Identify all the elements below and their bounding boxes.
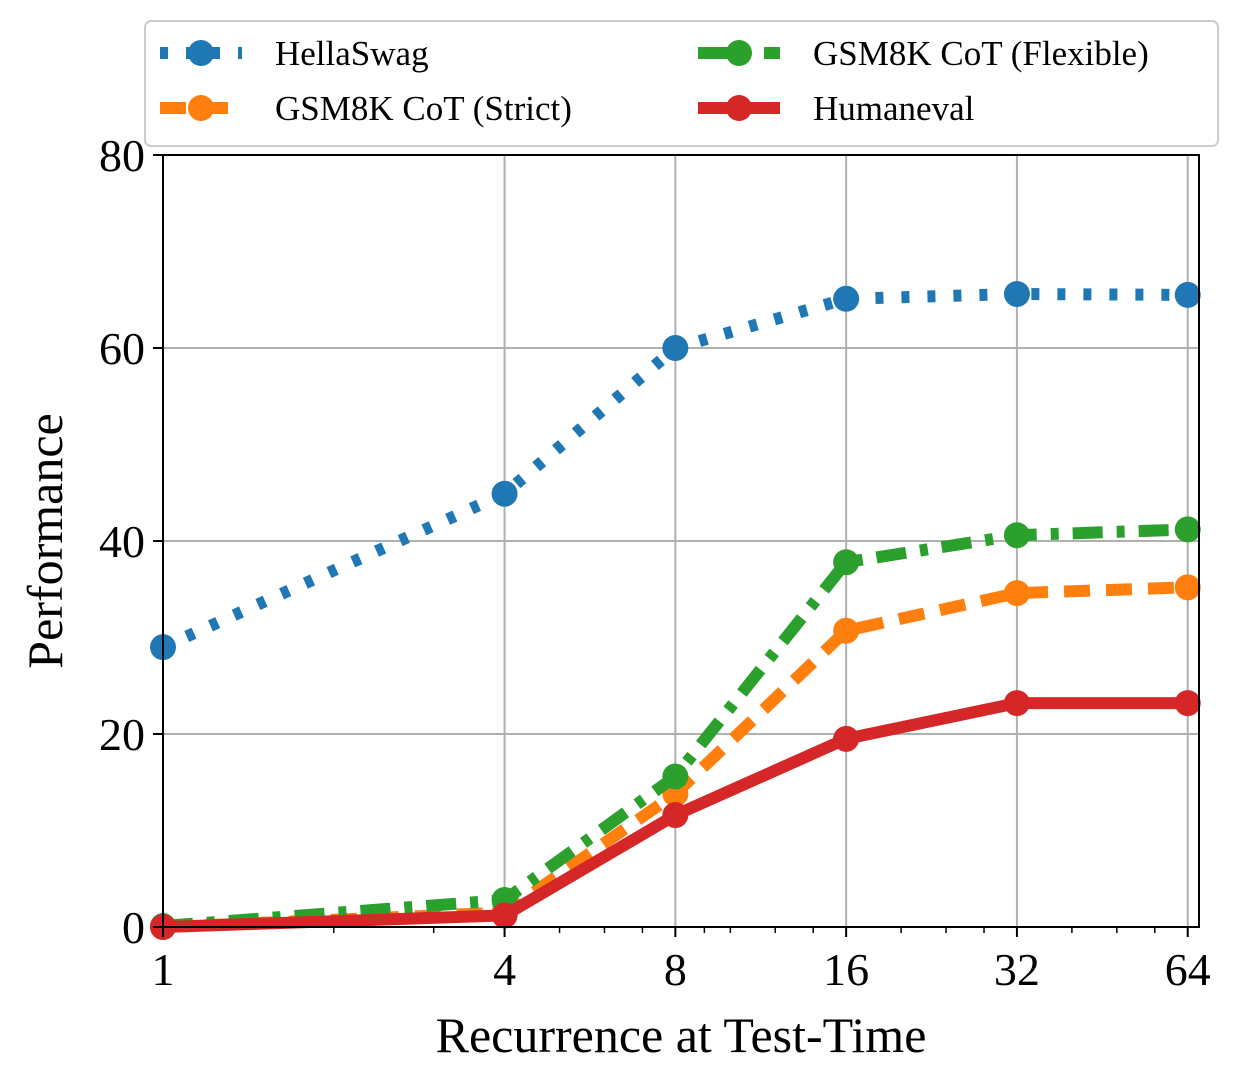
x-axis-label: Recurrence at Test-Time xyxy=(436,1007,927,1063)
data-point xyxy=(662,802,689,829)
x-tick-label: 4 xyxy=(493,944,516,995)
series-hellaswag xyxy=(150,280,1201,661)
legend-label: GSM8K CoT (Strict) xyxy=(275,89,572,128)
data-point xyxy=(1174,574,1201,601)
legend-swatch-marker xyxy=(188,40,214,66)
legend: HellaSwag GSM8K CoT (Flexible) GSM8K CoT (… xyxy=(144,20,1219,147)
data-point xyxy=(833,725,860,752)
data-point xyxy=(833,549,860,576)
y-tick-label: 80 xyxy=(99,130,145,181)
data-point xyxy=(1003,522,1030,549)
data-point xyxy=(1174,516,1201,543)
y-tick-label: 0 xyxy=(122,902,145,953)
series-line xyxy=(162,523,1188,933)
legend-label: Humaneval xyxy=(813,89,975,128)
x-tick-label: 32 xyxy=(994,944,1040,995)
series-layer xyxy=(150,280,1201,940)
data-point xyxy=(491,480,518,507)
data-point xyxy=(491,902,518,929)
x-tick-label: 16 xyxy=(823,944,869,995)
legend-label: HellaSwag xyxy=(275,34,429,73)
legend-swatch-marker xyxy=(188,95,214,121)
data-point xyxy=(1003,690,1030,717)
y-axis-label: Performance xyxy=(17,413,73,668)
data-point xyxy=(1003,580,1030,607)
legend-swatch-marker xyxy=(726,40,752,66)
series-line xyxy=(162,697,1188,933)
legend-item: Humaneval xyxy=(698,89,975,128)
data-point xyxy=(662,335,689,361)
legend-item: GSM8K CoT (Strict) xyxy=(160,89,572,128)
data-point xyxy=(833,285,860,312)
x-tick-label: 1 xyxy=(152,944,175,995)
ticks: 1 4 8 16 32 64 0 20 40 60 80 xyxy=(99,130,1211,995)
data-point xyxy=(1003,280,1030,307)
series-line xyxy=(160,287,1188,653)
y-tick-label: 60 xyxy=(99,323,145,374)
x-tick-label: 64 xyxy=(1165,944,1211,995)
legend-swatch-marker xyxy=(726,95,752,121)
legend-box xyxy=(144,20,1219,147)
legend-item: HellaSwag xyxy=(160,34,429,73)
y-tick-label: 20 xyxy=(99,709,145,760)
data-point xyxy=(1174,281,1201,308)
legend-label: GSM8K CoT (Flexible) xyxy=(813,34,1149,73)
series-line xyxy=(162,581,1188,933)
data-point xyxy=(1174,690,1201,717)
series-humaneval xyxy=(150,690,1201,940)
x-tick-label: 8 xyxy=(664,944,687,995)
data-point xyxy=(662,763,689,790)
legend-item: GSM8K CoT (Flexible) xyxy=(698,34,1149,73)
data-point xyxy=(833,617,860,644)
y-tick-label: 40 xyxy=(99,516,145,567)
